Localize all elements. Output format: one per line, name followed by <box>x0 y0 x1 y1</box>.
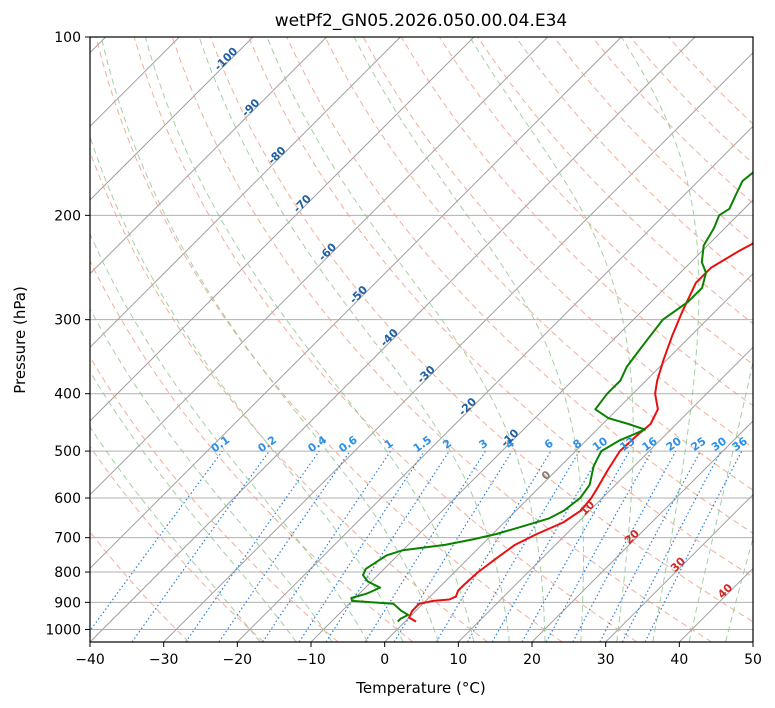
moist-adiabat-line <box>198 37 510 642</box>
isotherm-line <box>90 37 622 570</box>
mixing-ratio-line <box>262 450 392 642</box>
moist-adiabat-line <box>90 232 369 642</box>
x-tick-label: 30 <box>597 652 615 668</box>
dewpoint-profile-line <box>350 171 753 623</box>
pressure-gridlines <box>90 37 753 630</box>
dry-adiabat-line <box>90 356 339 642</box>
dry-adiabat-line <box>210 37 753 623</box>
mixing-ratio-line <box>131 450 270 642</box>
moist-adiabat-line <box>100 37 439 642</box>
isotherm-line <box>531 420 753 642</box>
mixing-ratio-line <box>325 450 450 642</box>
dry-adiabat-line <box>248 37 753 578</box>
dry-adiabat-line <box>171 37 712 642</box>
mixing-ratio-line <box>298 450 425 642</box>
mixing-ratio-line <box>521 450 631 642</box>
isotherm-line <box>236 125 753 642</box>
y-tick-label: 500 <box>54 444 81 460</box>
isotherm-line <box>90 37 401 349</box>
dry-adiabat-line <box>90 259 414 642</box>
mixing-ratio-line <box>393 450 513 642</box>
dry-adiabat-line <box>95 37 563 642</box>
isotherm-line <box>90 37 549 496</box>
y-tick-label: 400 <box>54 387 81 403</box>
moist-adiabat-line <box>725 536 753 642</box>
moist-adiabat-line <box>353 37 584 642</box>
y-tick-label: 800 <box>54 565 81 581</box>
moist-adiabat-line <box>266 37 546 642</box>
moist-adiabat-line <box>90 135 404 642</box>
axes: −40 −30 −20 −10 0 10 20 30 40 50 100 200 300 400 500 60… <box>45 30 762 668</box>
moist-adiabat-line <box>688 359 753 642</box>
x-tick-label: 50 <box>744 652 762 668</box>
x-tick-label: 10 <box>449 652 467 668</box>
x-tick-label: −40 <box>75 652 105 668</box>
x-tick-label: −30 <box>149 652 179 668</box>
isotherm-line <box>90 37 328 275</box>
x-tick-label: 20 <box>523 652 541 668</box>
x-tick-label: −10 <box>296 652 326 668</box>
y-tick-label: 600 <box>54 491 81 507</box>
isotherm-line <box>457 346 753 642</box>
moist-adiabat-line <box>90 307 333 642</box>
mixing-ratio-line <box>90 450 223 632</box>
dry-adiabats <box>90 37 753 642</box>
dry-adiabat-line <box>133 37 638 642</box>
moist-adiabat-line <box>144 37 475 642</box>
x-tick-label: −20 <box>223 652 253 668</box>
y-axis-title: Pressure (hPa) <box>11 286 29 394</box>
mixing-ratio-line <box>185 450 320 642</box>
isotherm-line <box>384 272 753 642</box>
isotherm-line <box>90 37 696 642</box>
y-tick-label: 200 <box>54 208 81 224</box>
dry-adiabat-line <box>515 37 753 284</box>
mixing-ratio-line <box>545 450 653 642</box>
x-tick-label: 40 <box>670 652 688 668</box>
mixing-ratio-line <box>644 450 743 642</box>
dry-adiabat-line <box>90 445 264 642</box>
dry-adiabat-line <box>286 37 753 534</box>
x-axis-title: Temperature (°C) <box>355 679 485 697</box>
mixing-ratio-line <box>218 450 351 642</box>
dry-adiabat-line <box>324 37 753 491</box>
isotherms <box>90 37 753 642</box>
isotherm-line <box>605 493 753 642</box>
y-tick-label: 1000 <box>45 622 81 638</box>
isotherm-line <box>90 37 254 201</box>
moist-adiabat-line <box>90 426 261 642</box>
y-tick-label: 700 <box>54 531 81 547</box>
plot-frame <box>89 36 754 643</box>
isotherm-line <box>163 51 753 642</box>
y-tick-label: 900 <box>54 595 81 611</box>
chart-title: wetPf2_GN05.2026.050.00.04.E34 <box>275 11 567 31</box>
sounding-series <box>350 171 753 623</box>
y-tick-label: 300 <box>54 313 81 329</box>
moist-adiabat-line <box>90 370 297 642</box>
mixing-ratio-lines <box>90 450 743 642</box>
mixing-ratio-line <box>572 450 677 642</box>
x-tick-label: 0 <box>380 652 389 668</box>
isotherm-line <box>90 37 475 422</box>
y-tick-label: 100 <box>54 30 81 46</box>
